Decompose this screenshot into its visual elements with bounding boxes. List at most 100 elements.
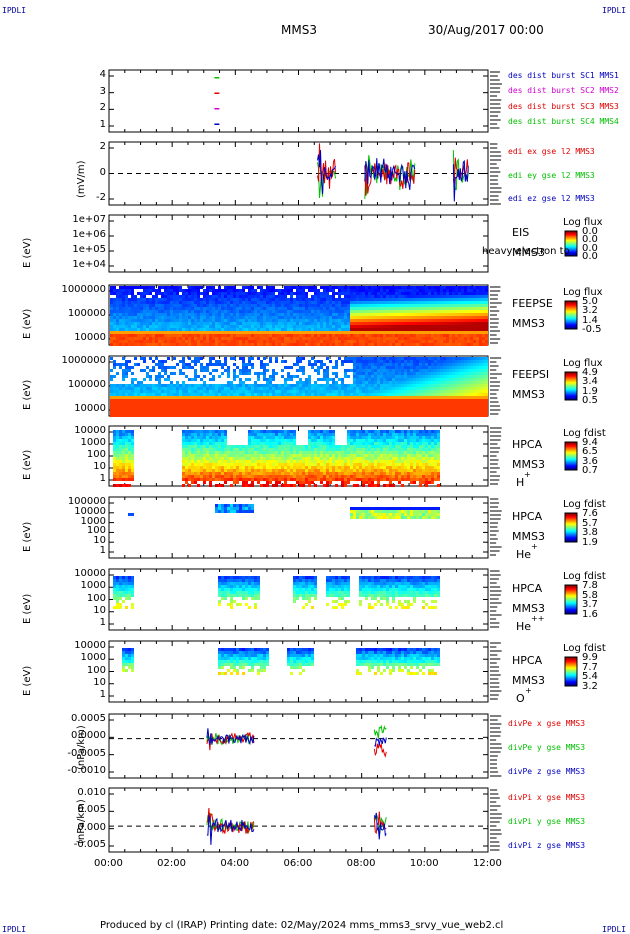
- spectrogram-cell: [359, 307, 362, 310]
- spectrogram-cell: [200, 328, 203, 331]
- spectrogram-cell: [137, 331, 140, 334]
- spectrogram-cell: [116, 396, 119, 399]
- panel-frame: [108, 214, 489, 273]
- spectrogram-cell: [248, 295, 251, 298]
- spectrogram-cell: [392, 319, 395, 322]
- spectrogram-cell: [398, 289, 401, 292]
- spectrogram-cell: [431, 384, 434, 387]
- spectrogram-cell: [425, 307, 428, 310]
- spectrogram-cell: [137, 381, 140, 384]
- spectrogram-cell: [359, 310, 362, 313]
- spectrogram-cell: [299, 366, 302, 369]
- spectrogram-cell: [224, 292, 227, 295]
- spectrogram-cell: [422, 396, 425, 399]
- spectrogram-cell: [371, 369, 374, 372]
- spectrogram-cell: [164, 387, 167, 390]
- spectrogram-cell: [350, 337, 353, 340]
- spectrogram-cell: [125, 340, 128, 343]
- spectrogram-cell: [194, 292, 197, 295]
- spectrogram-cell: [410, 405, 413, 408]
- spectrogram-cell: [410, 357, 413, 360]
- spectrogram-cell: [263, 331, 266, 334]
- spectrogram-cell: [461, 319, 464, 322]
- spectrogram-cell: [239, 298, 242, 301]
- spectrogram-cell: [443, 393, 446, 396]
- spectrogram-cell: [281, 384, 284, 387]
- spectrogram-cell: [179, 408, 182, 411]
- spectrogram-cell: [137, 337, 140, 340]
- spectrogram-cell: [146, 340, 149, 343]
- spectrogram-cell: [200, 343, 203, 346]
- spectrogram-cell: [470, 343, 473, 346]
- spectrogram-cell: [446, 340, 449, 343]
- spectrogram-cell: [185, 393, 188, 396]
- spectrogram-cell: [371, 319, 374, 322]
- spectrogram-cell: [434, 384, 437, 387]
- spectrogram-cell: [335, 396, 338, 399]
- spectrogram-cell: [230, 396, 233, 399]
- spectrogram-cell: [476, 295, 479, 298]
- spectrogram-cell: [236, 337, 239, 340]
- spectrogram-cell: [302, 289, 305, 292]
- spectrogram-cell: [200, 408, 203, 411]
- spectrogram-cell: [245, 298, 248, 301]
- spectrogram-cell: [125, 372, 128, 375]
- spectrogram-cell: [338, 414, 341, 417]
- spectrogram-cell: [356, 334, 359, 337]
- spectrogram-cell: [422, 322, 425, 325]
- spectrogram-cell: [458, 328, 461, 331]
- spectrogram-cell: [197, 405, 200, 408]
- spectrogram-cell: [401, 378, 404, 381]
- spectrogram-cell: [419, 286, 422, 289]
- spectrogram-cell: [251, 286, 254, 289]
- spectrogram-cell: [341, 316, 344, 319]
- spectrogram-cell: [215, 337, 218, 340]
- spectrogram-cell: [128, 343, 131, 346]
- spectrogram-cell: [134, 384, 137, 387]
- spectrogram-cell: [209, 357, 212, 360]
- spectrogram-cell: [374, 310, 377, 313]
- spectrogram-cell: [284, 292, 287, 295]
- spectrogram-cell: [233, 322, 236, 325]
- spectrogram-cell: [158, 286, 161, 289]
- spectrogram-cell: [380, 378, 383, 381]
- spectrogram-cell: [317, 292, 320, 295]
- spectrogram-cell: [269, 289, 272, 292]
- spectrogram-cell: [371, 298, 374, 301]
- spectrogram-cell: [407, 304, 410, 307]
- spectrogram-cell: [257, 396, 260, 399]
- spectrogram-cell: [338, 387, 341, 390]
- spectrogram-cell: [296, 411, 299, 414]
- spectrogram-cell: [158, 337, 161, 340]
- spectrogram-cell: [404, 381, 407, 384]
- spectrogram-cell: [434, 307, 437, 310]
- spectrogram-cell: [260, 360, 263, 363]
- spectrogram-cell: [404, 402, 407, 405]
- spectrogram-cell: [365, 372, 368, 375]
- spectrogram-cell: [284, 384, 287, 387]
- spectrogram-cell: [176, 337, 179, 340]
- spectrogram-cell: [422, 289, 425, 292]
- spectrogram-cell: [227, 304, 230, 307]
- spectrogram-cell: [311, 396, 314, 399]
- spectrogram-cell: [455, 310, 458, 313]
- spectrogram-cell: [173, 316, 176, 319]
- spectrogram-cell: [266, 343, 269, 346]
- spectrogram-cell: [134, 363, 137, 366]
- spectrogram-cell: [122, 340, 125, 343]
- spectrogram-cell: [449, 331, 452, 334]
- spectrogram-cell: [239, 343, 242, 346]
- spectrogram-cell: [176, 340, 179, 343]
- spectrogram-cell: [167, 340, 170, 343]
- colorbar-segment: [565, 378, 577, 380]
- spectrogram-cell: [431, 286, 434, 289]
- spectrogram-cell: [344, 331, 347, 334]
- spectrogram-cell: [212, 396, 215, 399]
- spectrogram-cell: [389, 337, 392, 340]
- spectrogram-cell: [269, 411, 272, 414]
- spectrogram-cell: [254, 399, 257, 402]
- spectrogram-cell: [299, 360, 302, 363]
- spectrogram-cell: [119, 343, 122, 346]
- colorbar-segment: [565, 320, 577, 323]
- spectrogram-cell: [233, 304, 236, 307]
